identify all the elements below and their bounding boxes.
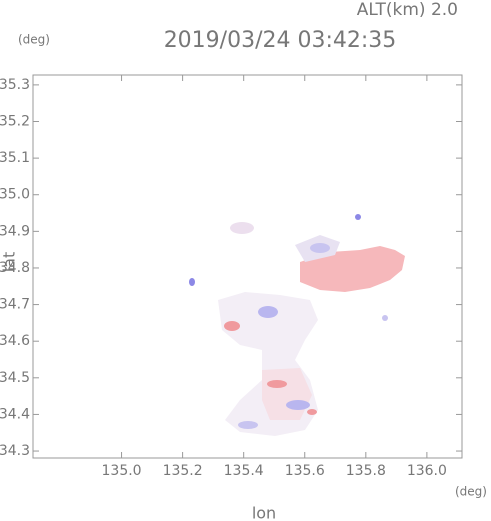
echo-cell: [230, 222, 254, 234]
x-unit: (deg): [455, 485, 487, 499]
y-tick-label: 34.5: [0, 370, 30, 386]
y-tick-label: 34.7: [0, 297, 30, 313]
echo-cell: [355, 214, 361, 220]
echo-cell: [238, 421, 258, 429]
y-tick-label: 34.9: [0, 223, 30, 239]
x-axis-label: lon: [252, 504, 276, 521]
x-tick-label: 135.8: [346, 463, 386, 479]
x-tick-label: 135.0: [102, 463, 142, 479]
echo-cell: [267, 380, 287, 388]
radar-field: [189, 214, 405, 436]
y-tick-label: 34.3: [0, 443, 30, 459]
x-tick-label: 135.6: [285, 463, 325, 479]
y-tick-label: 34.6: [0, 333, 30, 349]
echo-cell: [258, 306, 278, 318]
echo-cell: [189, 278, 195, 286]
y-unit: (deg): [18, 33, 50, 47]
y-axis-label: lat: [0, 252, 19, 273]
chart-title: 2019/03/24 03:42:35: [164, 28, 397, 53]
y-tick-label: 35.2: [0, 114, 30, 130]
y-tick-label: 35.0: [0, 187, 30, 203]
echo-region: [300, 246, 405, 292]
y-tick-label: 35.1: [0, 150, 30, 166]
echo-cell: [382, 315, 388, 321]
echo-cell: [224, 321, 240, 331]
plot-frame: [32, 74, 463, 459]
y-tick-label: 34.4: [0, 406, 30, 422]
y-tick-label: 34.8: [0, 260, 30, 276]
x-tick-label: 135.2: [163, 463, 203, 479]
chart-subtitle: ALT(km) 2.0: [357, 0, 458, 20]
y-tick-label: 35.3: [0, 77, 30, 93]
x-tick-label: 136.0: [407, 463, 447, 479]
echo-cell: [307, 409, 317, 415]
echo-cell: [310, 243, 330, 253]
echo-cell: [286, 400, 310, 410]
x-tick-label: 135.4: [224, 463, 264, 479]
